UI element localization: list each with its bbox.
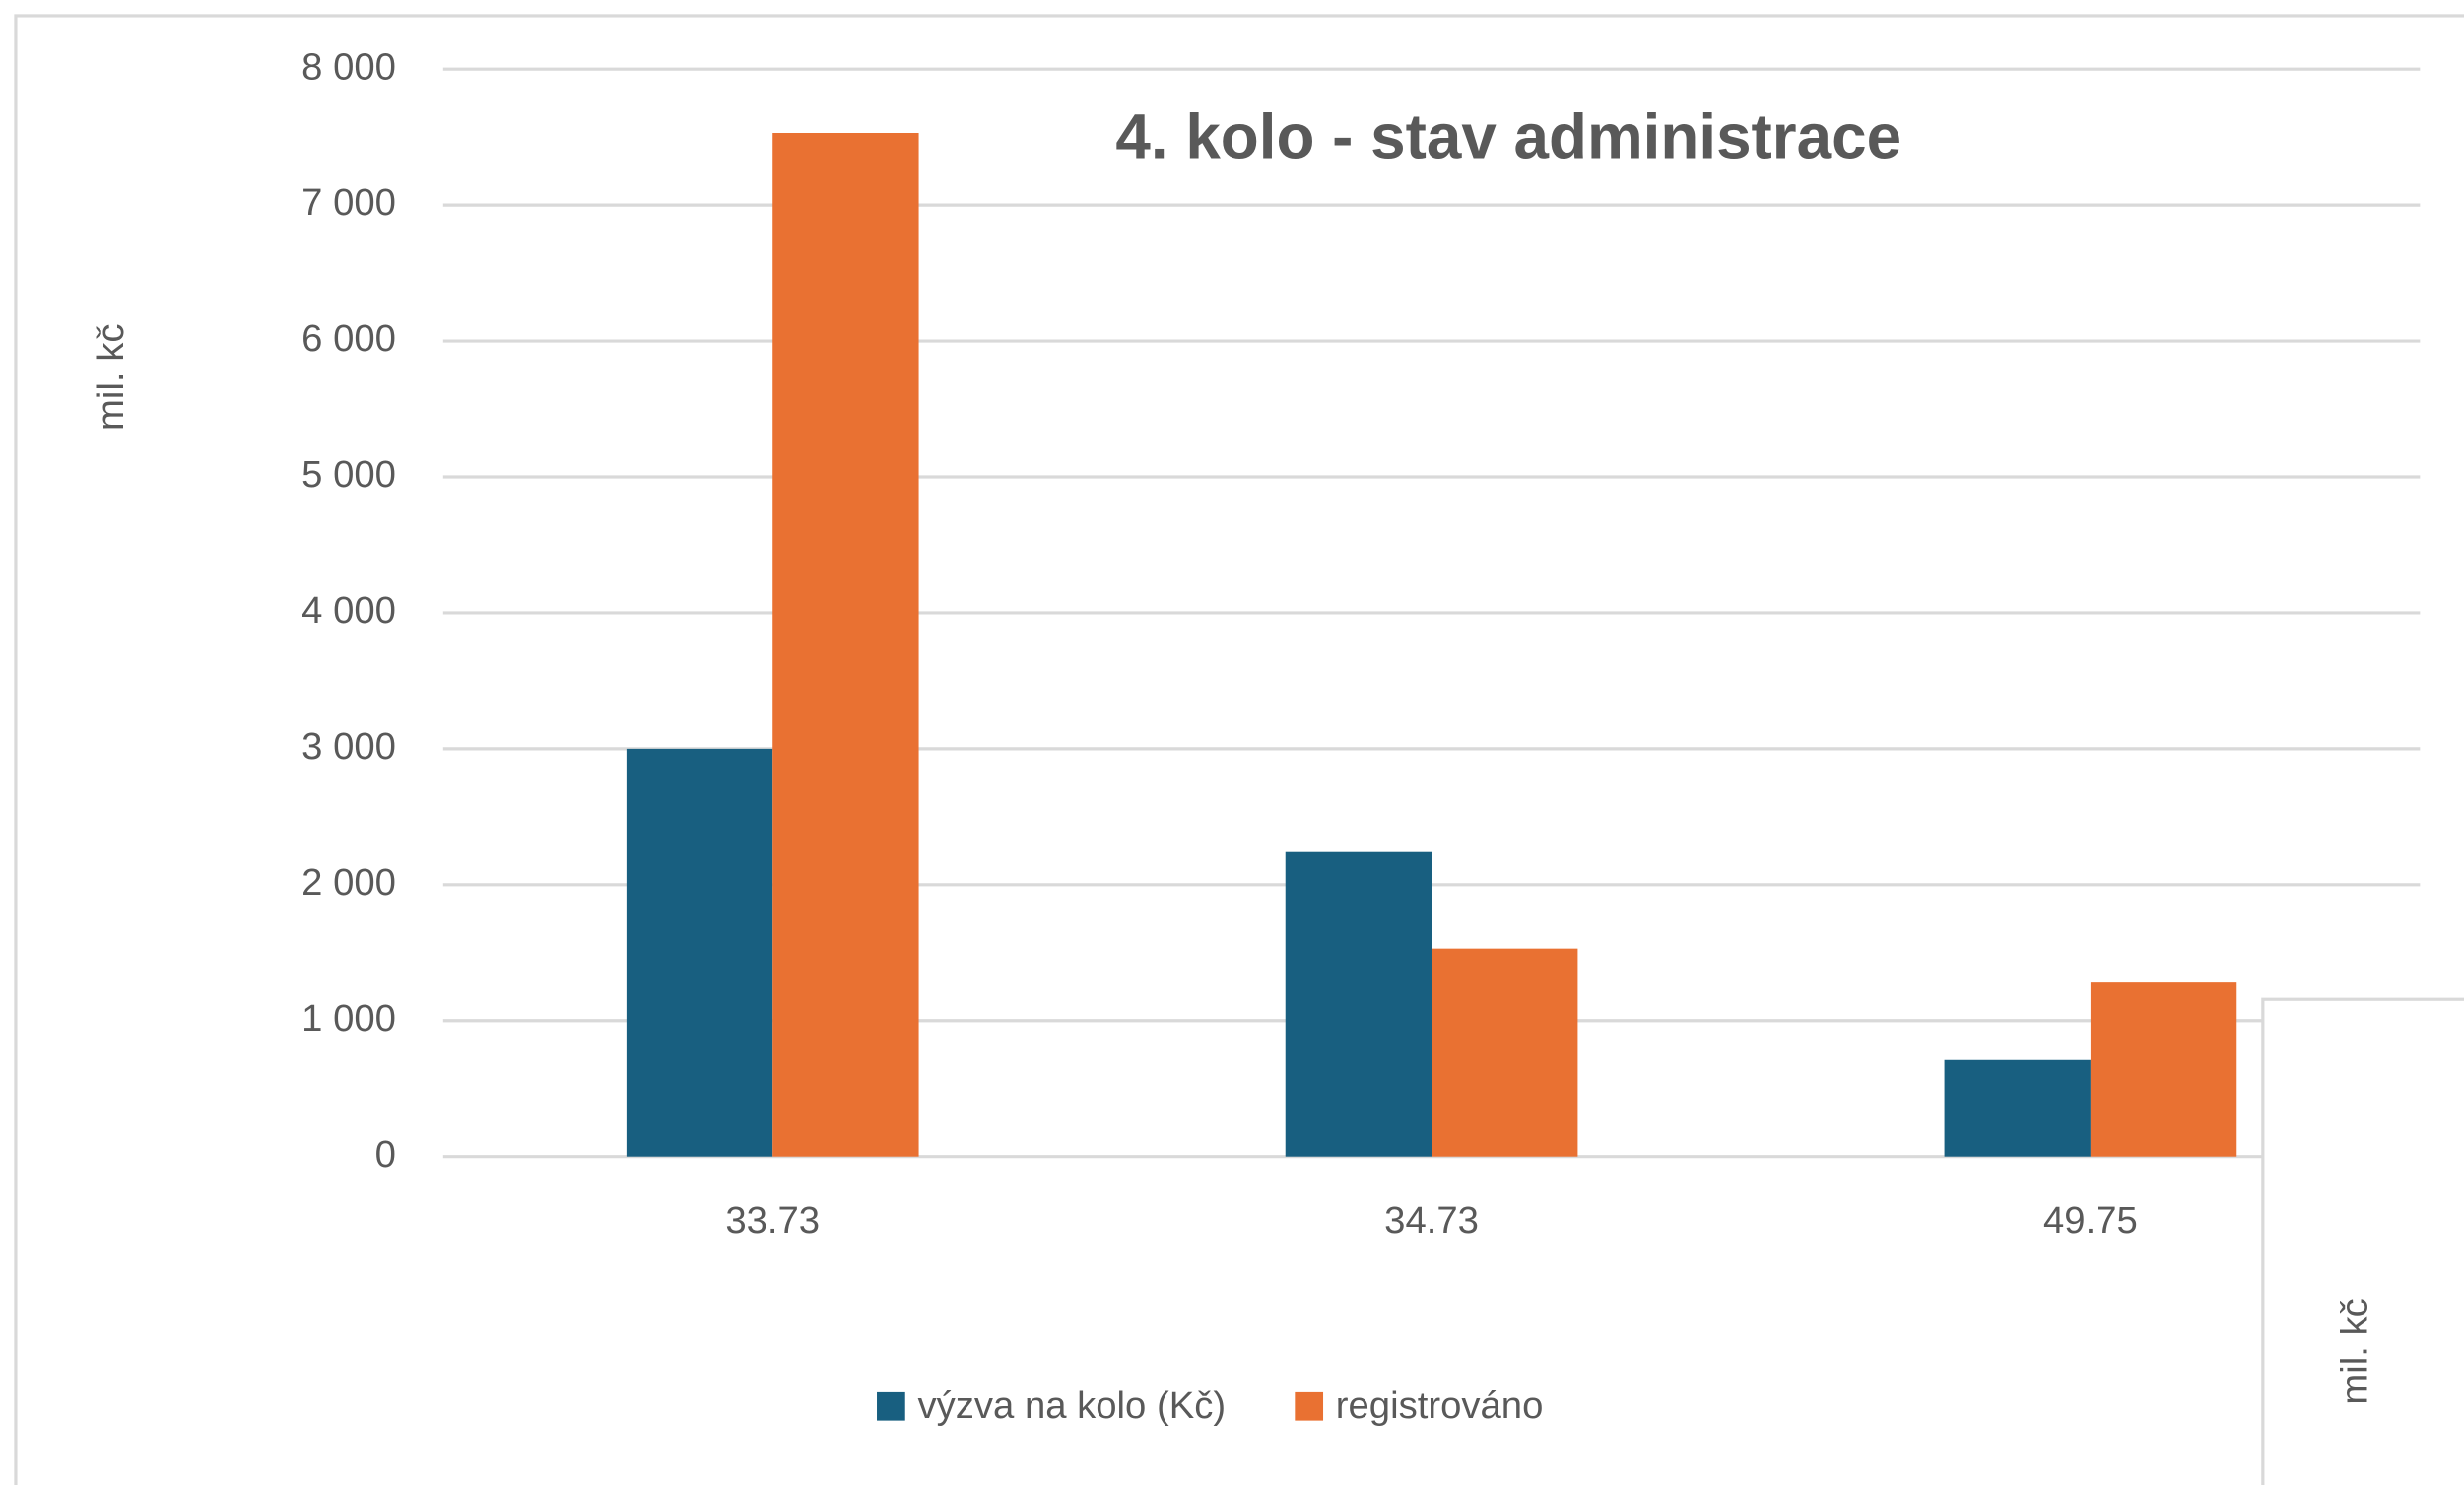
y-tick-label: 5 000 xyxy=(301,453,396,496)
legend-label: výzva na kolo (Kč) xyxy=(917,1384,1226,1427)
y-tick-label: 6 000 xyxy=(301,317,396,360)
x-tick-label: 34.73 xyxy=(1384,1199,1479,1242)
y-tick-label: 7 000 xyxy=(301,181,396,224)
y-tick-label: 3 000 xyxy=(301,725,396,768)
overlay-y-axis-label: mil. kč xyxy=(2334,1298,2376,1404)
overlay-chart-frame xyxy=(2261,997,2464,1485)
x-tick-label: 33.73 xyxy=(725,1199,820,1242)
y-tick-label: 8 000 xyxy=(301,45,396,88)
legend-swatch xyxy=(1295,1391,1324,1421)
y-tick-label: 4 000 xyxy=(301,589,396,632)
chart-frame xyxy=(14,14,2464,1485)
bar xyxy=(626,748,773,1157)
legend: výzva na kolo (Kč) registrováno xyxy=(877,1384,1543,1427)
y-tick-label: 1 000 xyxy=(301,997,396,1040)
bar xyxy=(1432,948,1578,1157)
bar xyxy=(2090,982,2237,1157)
y-tick-label: 2 000 xyxy=(301,861,396,904)
chart-title: 4. kolo - stav administrace xyxy=(1115,101,1901,171)
bar xyxy=(772,133,919,1157)
plot: 0 1 000 2 000 3 000 4 000 5 000 6 000 7 000 8 00… xyxy=(301,45,2421,1242)
y-axis-label: mil. kč xyxy=(90,324,132,431)
legend-swatch xyxy=(877,1391,905,1421)
legend-label: registrováno xyxy=(1336,1384,1544,1427)
bar xyxy=(1944,1059,2091,1157)
bar xyxy=(1285,851,1432,1157)
x-tick-label: 49.75 xyxy=(2043,1199,2138,1242)
y-tick-label: 0 xyxy=(375,1133,396,1176)
